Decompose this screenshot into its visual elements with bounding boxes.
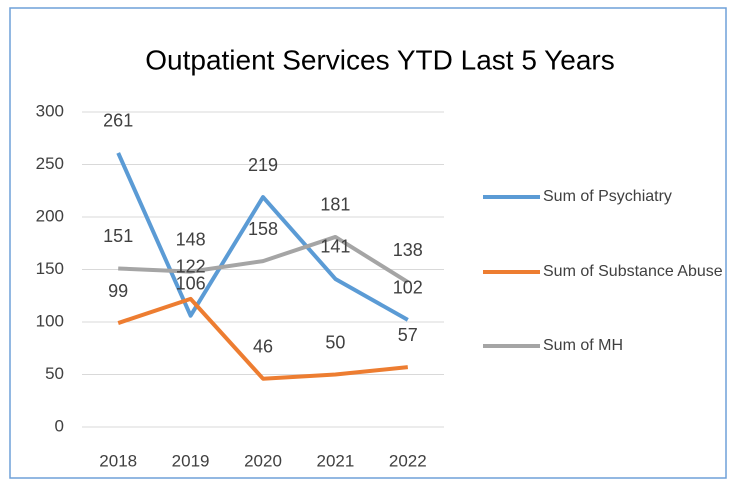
x-tick-label: 2018 — [99, 451, 137, 470]
chart-title: Outpatient Services YTD Last 5 Years — [145, 44, 615, 75]
series-line — [116, 152, 409, 322]
legend-label: Sum of Psychiatry — [543, 188, 672, 205]
x-tick-label: 2019 — [172, 451, 210, 470]
y-tick-label: 150 — [36, 259, 64, 278]
series-line — [117, 296, 409, 381]
y-tick-label: 300 — [36, 101, 64, 120]
y-tick-label: 200 — [36, 206, 64, 225]
y-tick-label: 50 — [45, 364, 64, 383]
x-tick-label: 2020 — [244, 451, 282, 470]
data-label: 261 — [103, 111, 133, 131]
data-label: 102 — [393, 278, 423, 298]
data-label: 99 — [108, 281, 128, 301]
legend-label: Sum of MH — [543, 337, 624, 354]
series-line — [118, 234, 409, 284]
x-tick-label: 2021 — [316, 451, 354, 470]
y-tick-label: 100 — [36, 311, 64, 330]
y-tick-label: 0 — [55, 416, 64, 435]
data-label: 219 — [248, 155, 278, 175]
data-label: 50 — [325, 332, 345, 352]
chart-frame — [9, 7, 727, 479]
legend-label: Sum of Substance Abuse — [543, 263, 723, 280]
data-label: 158 — [248, 219, 278, 239]
data-label: 138 — [393, 240, 423, 260]
y-tick-label: 250 — [36, 154, 64, 173]
data-label: 57 — [398, 325, 418, 345]
data-label: 122 — [176, 257, 206, 277]
x-tick-label: 2022 — [389, 451, 427, 470]
data-label: 151 — [103, 226, 133, 246]
data-label: 106 — [176, 273, 206, 293]
data-label: 141 — [320, 237, 350, 257]
data-label: 148 — [176, 229, 206, 249]
data-label: 181 — [320, 195, 350, 215]
data-label: 46 — [253, 336, 273, 356]
